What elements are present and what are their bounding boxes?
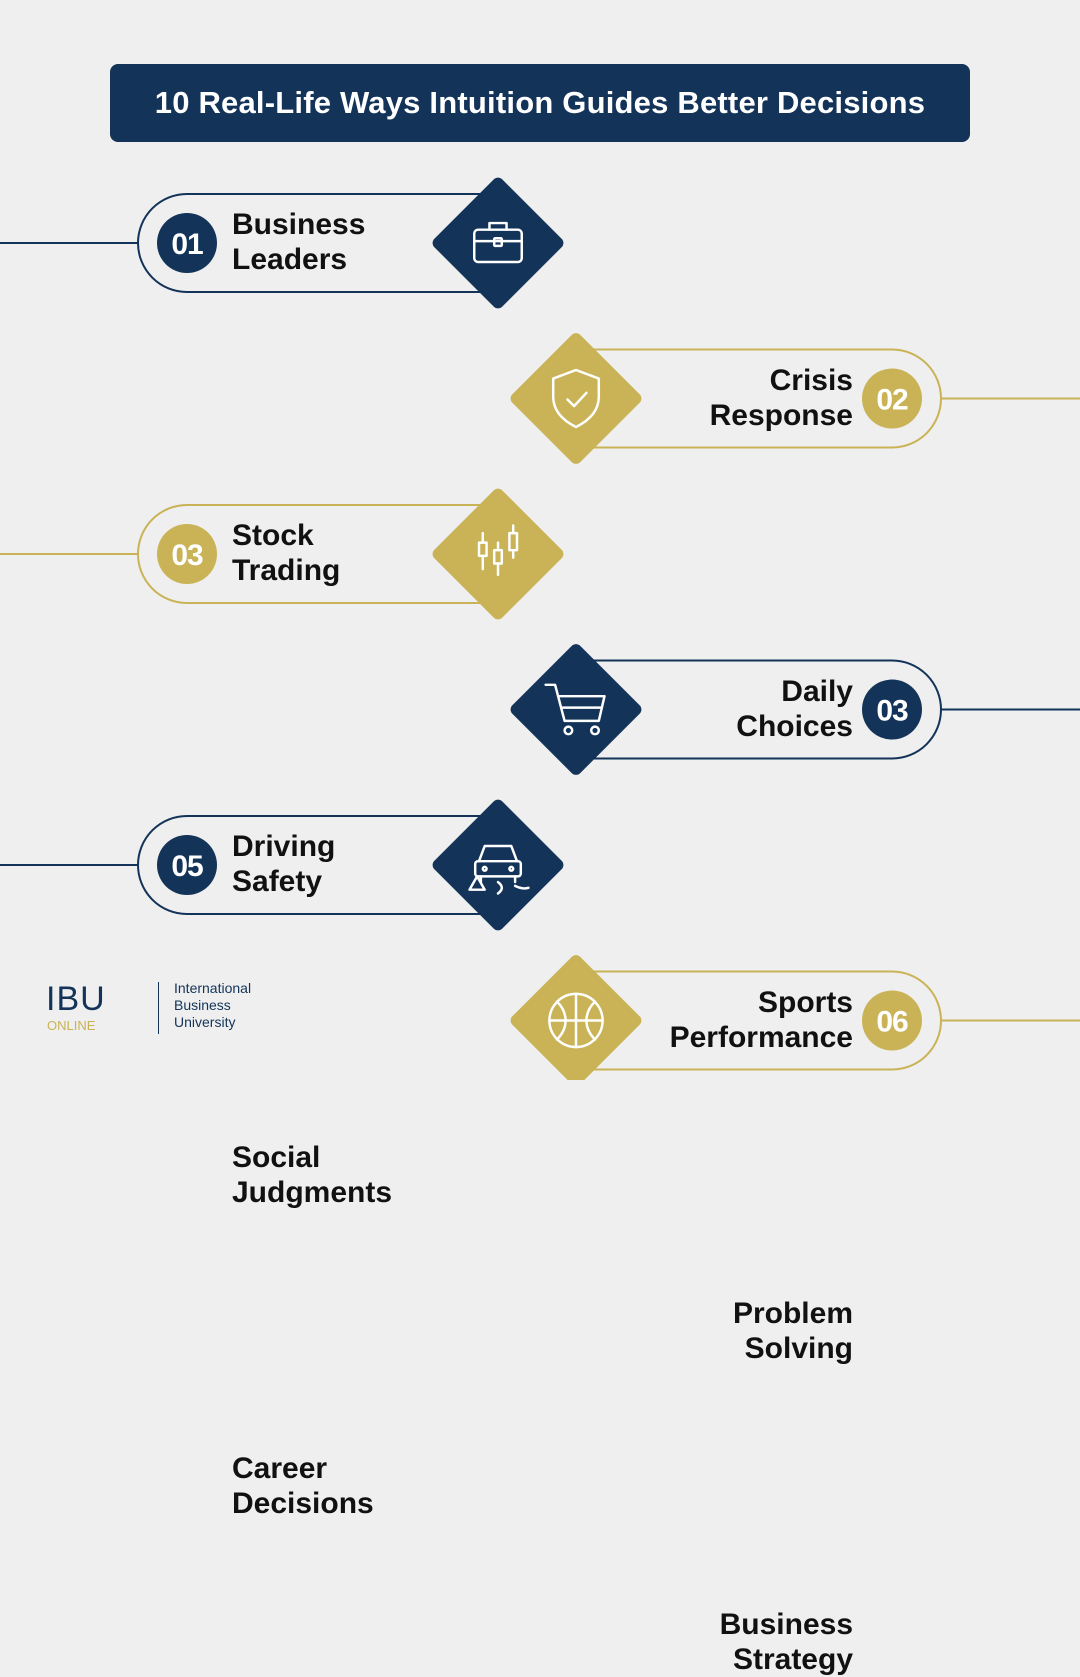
item-label: Sports Performance: [670, 985, 853, 1055]
item-label-line1: Daily: [781, 674, 853, 708]
item-number: 05: [171, 850, 203, 883]
number-circle: [862, 368, 922, 429]
number-circle: [157, 835, 217, 895]
shield-check-icon: [551, 368, 601, 429]
item-pill-outline: [576, 659, 942, 760]
item-label: Career Decisions: [232, 1451, 374, 1521]
basketball-icon: [548, 992, 604, 1049]
shopping-cart-icon: [544, 683, 606, 736]
item-label-line2: Strategy: [732, 1642, 853, 1676]
item-number: 02: [876, 384, 908, 417]
number-circle: [157, 213, 217, 273]
item-label-line2: Solving: [744, 1331, 853, 1365]
item-label-line2: Trading: [232, 554, 341, 587]
icon-diamond: [432, 488, 564, 620]
icon-diamond: [510, 644, 642, 775]
item-pill-outline: [576, 970, 942, 1071]
number-circle: [862, 679, 922, 740]
item-label-line1: Sports: [757, 985, 853, 1019]
item-label-line2: Choices: [736, 709, 853, 743]
item-pill-outline: [576, 348, 942, 449]
item-label-line2: Response: [709, 398, 853, 432]
item-label: Driving Safety: [232, 829, 335, 899]
item-label: Daily Choices: [736, 674, 853, 744]
item-label-line2: Safety: [232, 865, 323, 898]
item-label: Business Strategy: [720, 1607, 853, 1677]
item-number: 03: [171, 539, 203, 572]
logo-name-line: University: [174, 1014, 236, 1030]
title-banner: 10 Real-Life Ways Intuition Guides Bette…: [110, 64, 970, 142]
item-label-line2: Leaders: [232, 243, 348, 276]
item-label-line1: Career: [232, 1452, 328, 1485]
item-label-line1: Business: [232, 208, 366, 241]
logo-mark: IBU: [46, 980, 106, 1018]
logo-name-line: International: [174, 980, 252, 996]
item-label-line1: Stock: [232, 519, 314, 552]
item-label-line1: Social: [232, 1141, 321, 1174]
item-label-line2: Decisions: [232, 1487, 374, 1520]
number-circle: [862, 990, 922, 1051]
item-label-line1: Crisis: [769, 363, 853, 397]
item-number: 01: [171, 228, 203, 261]
item-number: 03: [876, 695, 908, 728]
number-circle: [157, 524, 217, 584]
item-number: 06: [876, 1006, 908, 1039]
item-label: Problem Solving: [733, 1296, 853, 1366]
briefcase-icon: [473, 221, 523, 264]
icon-diamond: [432, 799, 564, 931]
logo-name-line: Business: [174, 997, 231, 1013]
icon-diamond: [432, 177, 564, 309]
item-label-line1: Problem: [732, 1296, 853, 1330]
item-pill-outline: [137, 815, 498, 915]
item-label-line1: Driving: [232, 830, 336, 863]
logo-name: International Business University: [174, 980, 294, 1031]
item-label: Stock Trading: [232, 518, 340, 588]
item-label-line2: Performance: [669, 1020, 853, 1054]
logo-divider: [158, 982, 159, 1034]
item-label-line1: Business: [719, 1607, 853, 1641]
infographic-canvas: 01020303050607080910: [0, 177, 1080, 1080]
candlestick-chart-icon: [477, 524, 519, 577]
page-title: 10 Real-Life Ways Intuition Guides Bette…: [154, 85, 926, 120]
item-label-line2: Judgments: [232, 1176, 393, 1209]
item-label: Social Judgments: [232, 1140, 392, 1210]
item-pill-outline: [137, 504, 498, 604]
item-pill-outline: [137, 193, 498, 293]
item-label: Business Leaders: [232, 207, 365, 277]
car-warning-icon: [468, 844, 530, 895]
item-label: Crisis Response: [710, 363, 853, 433]
icon-diamond: [510, 333, 642, 464]
logo-sub: ONLINE: [47, 1018, 96, 1033]
